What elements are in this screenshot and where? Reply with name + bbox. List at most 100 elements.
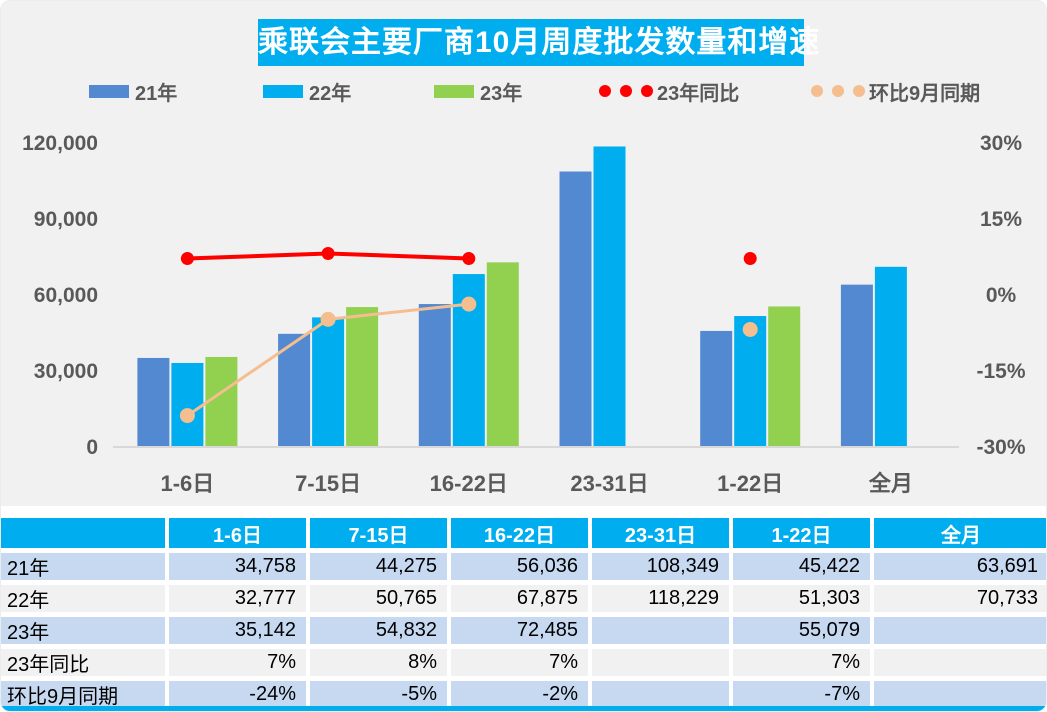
right-axis-tick-label: -15% (976, 360, 1025, 383)
right-axis-tick-label: 15% (980, 208, 1022, 231)
left-axis-tick-label: 60,000 (34, 284, 98, 307)
x-axis-category-label: 23-31日 (570, 471, 648, 496)
table-cell: 108,349 (592, 553, 729, 580)
x-axis-category-label: 1-22日 (717, 471, 783, 496)
data-point-marker-23年同比 (180, 252, 194, 266)
right-axis-tick-label: 0% (986, 284, 1017, 307)
table-cell: 118,229 (592, 585, 729, 612)
legend-bar-swatch (263, 84, 303, 98)
table-row-label: 23年 (1, 617, 165, 644)
chart-section: 乘联会主要厂商10月周度批发数量和增速 21年 22年 23年 23年同比 环比9月同期… (1, 1, 1046, 506)
legend-bar-swatch (89, 84, 129, 98)
table-cell: 44,275 (310, 553, 447, 580)
bar-22年 (312, 317, 345, 446)
data-table: 1-6日 7-15日 16-22日 23-31日 1-22日 全月 21年 34,758 44,… (1, 518, 1046, 708)
table-cell (592, 681, 729, 708)
legend-label: 23年同比 (657, 82, 740, 105)
legend-item: 23年 (434, 79, 523, 105)
table-cell: -5% (310, 681, 447, 708)
table-cell: 51,303 (733, 585, 870, 612)
data-point-marker-环比9月同期 (320, 311, 336, 327)
table-header-cell: 16-22日 (451, 518, 588, 548)
x-axis-category-label: 16-22日 (430, 471, 508, 496)
bar-23年 (768, 306, 801, 446)
table-cell: -2% (451, 681, 588, 708)
chart-title: 乘联会主要厂商10月周度批发数量和增速 (258, 19, 819, 66)
table-cell: 7% (169, 649, 306, 676)
bar-21年 (700, 330, 733, 446)
bar-21年 (137, 357, 170, 446)
table-cell: 7% (733, 649, 870, 676)
data-point-marker-环比9月同期 (742, 321, 758, 337)
bar-21年 (840, 284, 873, 446)
left-axis-tick-label: 0 (86, 436, 98, 459)
table-cell: 56,036 (451, 553, 588, 580)
legend-label: 23年 (480, 82, 523, 105)
left-axis-tick-label: 90,000 (34, 208, 98, 231)
table-cell: 63,691 (874, 553, 1046, 580)
bar-23年 (486, 262, 519, 446)
legend-bar-swatch (434, 84, 474, 98)
table-cell: 50,765 (310, 585, 447, 612)
table-cell (874, 681, 1046, 708)
table-cell: -7% (733, 681, 870, 708)
bar-21年 (418, 304, 451, 446)
legend-line-swatch (811, 84, 865, 98)
x-axis-category-label: 1-6日 (160, 471, 214, 496)
table-cell: 7% (451, 649, 588, 676)
table-header-cell: 23-31日 (592, 518, 729, 548)
table-cell: 45,422 (733, 553, 870, 580)
legend-item: 环比9月同期 (811, 79, 981, 105)
table-cell (874, 617, 1046, 644)
bar-21年 (559, 171, 592, 446)
table-header-cell: 全月 (874, 518, 1046, 548)
legend-label: 22年 (309, 82, 352, 105)
bar-22年 (874, 266, 907, 446)
bar-23年 (346, 307, 379, 446)
table-row-label: 环比9月同期 (1, 681, 165, 708)
table-row-label: 22年 (1, 585, 165, 612)
left-axis-tick-label: 120,000 (22, 132, 98, 155)
table-cell: 35,142 (169, 617, 306, 644)
table-cell: 8% (310, 649, 447, 676)
table-header-cell: 1-22日 (733, 518, 870, 548)
table-row-label: 23年同比 (1, 649, 165, 676)
table-cell (592, 617, 729, 644)
legend-item: 21年 (89, 79, 178, 105)
table-row-label: 21年 (1, 553, 165, 580)
bar-23年 (205, 356, 238, 446)
table-cell: 34,758 (169, 553, 306, 580)
bar-22年 (171, 362, 204, 446)
legend-label: 环比9月同期 (869, 82, 981, 105)
data-point-marker-23年同比 (462, 252, 476, 266)
table-cell: 32,777 (169, 585, 306, 612)
table-cell: 70,733 (874, 585, 1046, 612)
table-cell: 54,832 (310, 617, 447, 644)
combo-chart: 0 30,000 60,000 90,000 120,000 -30% -15% 0% 15% 3… (22, 132, 1026, 496)
data-point-marker-环比9月同期 (461, 296, 477, 312)
table-cell: -24% (169, 681, 306, 708)
table-cell (874, 649, 1046, 676)
table-header-cell (1, 518, 165, 548)
table-cell (592, 649, 729, 676)
bar-22年 (734, 316, 767, 446)
legend-label: 21年 (135, 82, 178, 105)
table-cell: 72,485 (451, 617, 588, 644)
table-cell: 67,875 (451, 585, 588, 612)
legend-line-swatch (599, 84, 653, 98)
data-point-marker-23年同比 (743, 252, 757, 266)
legend-item: 22年 (263, 79, 352, 105)
table-cell: 55,079 (733, 617, 870, 644)
table-bottom-border (1, 706, 1046, 711)
data-point-marker-环比9月同期 (179, 408, 195, 424)
right-axis-tick-label: -30% (976, 436, 1025, 459)
bar-21年 (278, 333, 311, 446)
data-point-marker-23年同比 (321, 246, 335, 260)
bar-22年 (593, 146, 626, 447)
left-axis-tick-label: 30,000 (34, 360, 98, 383)
x-axis-category-label: 全月 (868, 471, 913, 496)
right-axis-tick-label: 30% (980, 132, 1022, 155)
x-axis-category-label: 7-15日 (295, 471, 361, 496)
table-header-cell: 7-15日 (310, 518, 447, 548)
